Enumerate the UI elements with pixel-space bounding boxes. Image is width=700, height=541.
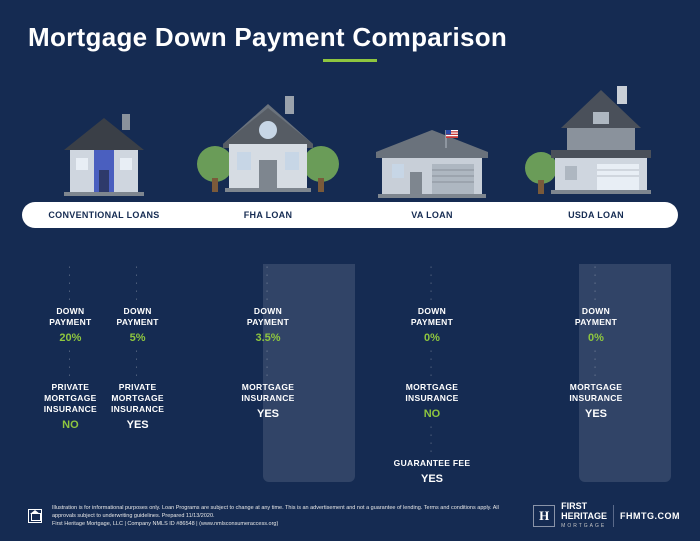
loan-subcolumn: · · · · · DOWNPAYMENT 0% · · · · MORTGAGEINS… <box>394 264 471 494</box>
title-underline <box>323 59 377 62</box>
loan-column: · · · · · DOWNPAYMENT 0% · · · · MORTGAGEINS… <box>514 264 678 494</box>
metric-label: DOWNPAYMENT <box>411 306 453 328</box>
metric-value: 5% <box>130 332 146 344</box>
band-label: VA LOAN <box>350 202 514 228</box>
house-icon <box>193 82 343 202</box>
metric-label: MORTGAGEINSURANCE <box>405 382 458 404</box>
metric-value: YES <box>585 408 607 420</box>
loan-subcolumn: · · · · · DOWNPAYMENT 0% · · · · MORTGAGEINS… <box>569 264 622 494</box>
equal-housing-icon <box>28 509 42 523</box>
loan-column: · · · · · DOWNPAYMENT 20% · · · · PRIVATEMOR… <box>22 264 186 494</box>
logo-text: FIRSTHERITAGEMORTGAGE <box>561 501 607 531</box>
metric-label: DOWNPAYMENT <box>247 306 289 328</box>
house-va <box>350 70 514 202</box>
connector-dots: · · · · · <box>594 264 598 304</box>
metric-label: PRIVATEMORTGAGEINSURANCE <box>44 382 97 415</box>
connector-dots: · · · · <box>266 348 270 380</box>
connector-dots: · · · · <box>430 424 434 456</box>
connector-dots: · · · · <box>594 348 598 380</box>
connector-dots: · · · · <box>135 348 139 380</box>
loan-subcolumn: · · · · · DOWNPAYMENT 5% · · · · PRIVATEMORT… <box>111 264 164 494</box>
house-usda <box>514 70 678 202</box>
metric-value: 0% <box>588 332 604 344</box>
metric-label: GUARANTEE FEE <box>394 458 471 469</box>
band-label: FHA LOAN <box>186 202 350 228</box>
house-row <box>22 70 678 202</box>
metric-label: MORTGAGEINSURANCE <box>241 382 294 404</box>
metric-value: 20% <box>59 332 81 344</box>
disclaimer-text: Illustration is for informational purpos… <box>52 504 523 528</box>
metric-label: DOWNPAYMENT <box>575 306 617 328</box>
metric-value: NO <box>62 419 79 431</box>
separator <box>613 505 614 527</box>
loan-subcolumn: · · · · · DOWNPAYMENT 3.5% · · · · MORTGAGEI… <box>241 264 294 494</box>
page-title: Mortgage Down Payment Comparison <box>0 0 700 59</box>
metric-label: MORTGAGEINSURANCE <box>569 382 622 404</box>
brand-url: FHMTG.COM <box>620 511 680 521</box>
house-fha <box>186 70 350 202</box>
metric-value: YES <box>127 419 149 431</box>
loan-subcolumn: · · · · · DOWNPAYMENT 20% · · · · PRIVATEMOR… <box>44 264 97 494</box>
loan-band: CONVENTIONAL LOANSFHA LOANVA LOANUSDA LO… <box>22 202 678 228</box>
footer: Illustration is for informational purpos… <box>28 501 680 531</box>
connector-dots: · · · · <box>68 348 72 380</box>
band-label: CONVENTIONAL LOANS <box>22 202 186 228</box>
metric-value: 0% <box>424 332 440 344</box>
loan-column: · · · · · DOWNPAYMENT 0% · · · · MORTGAGEINS… <box>350 264 514 494</box>
band-label: USDA LOAN <box>514 202 678 228</box>
loan-column: · · · · · DOWNPAYMENT 3.5% · · · · MORTGAGEI… <box>186 264 350 494</box>
house-icon <box>44 92 164 202</box>
metric-value: YES <box>421 473 443 485</box>
house-conventional <box>22 70 186 202</box>
logo-mark: H <box>533 505 555 527</box>
metric-value: YES <box>257 408 279 420</box>
metric-value: 3.5% <box>255 332 280 344</box>
metric-label: DOWNPAYMENT <box>49 306 91 328</box>
connector-dots: · · · · · <box>266 264 270 304</box>
house-icon <box>362 102 502 202</box>
house-icon <box>521 76 671 202</box>
brand-logo: H FIRSTHERITAGEMORTGAGE FHMTG.COM <box>533 501 680 531</box>
connector-dots: · · · · · <box>430 264 434 304</box>
metric-label: PRIVATEMORTGAGEINSURANCE <box>111 382 164 415</box>
metric-value: NO <box>424 408 441 420</box>
stage: CONVENTIONAL LOANSFHA LOANVA LOANUSDA LO… <box>0 70 700 230</box>
connector-dots: · · · · · <box>68 264 72 304</box>
comparison-columns: · · · · · DOWNPAYMENT 20% · · · · PRIVATEMOR… <box>22 264 678 494</box>
connector-dots: · · · · · <box>135 264 139 304</box>
metric-label: DOWNPAYMENT <box>116 306 158 328</box>
connector-dots: · · · · <box>430 348 434 380</box>
